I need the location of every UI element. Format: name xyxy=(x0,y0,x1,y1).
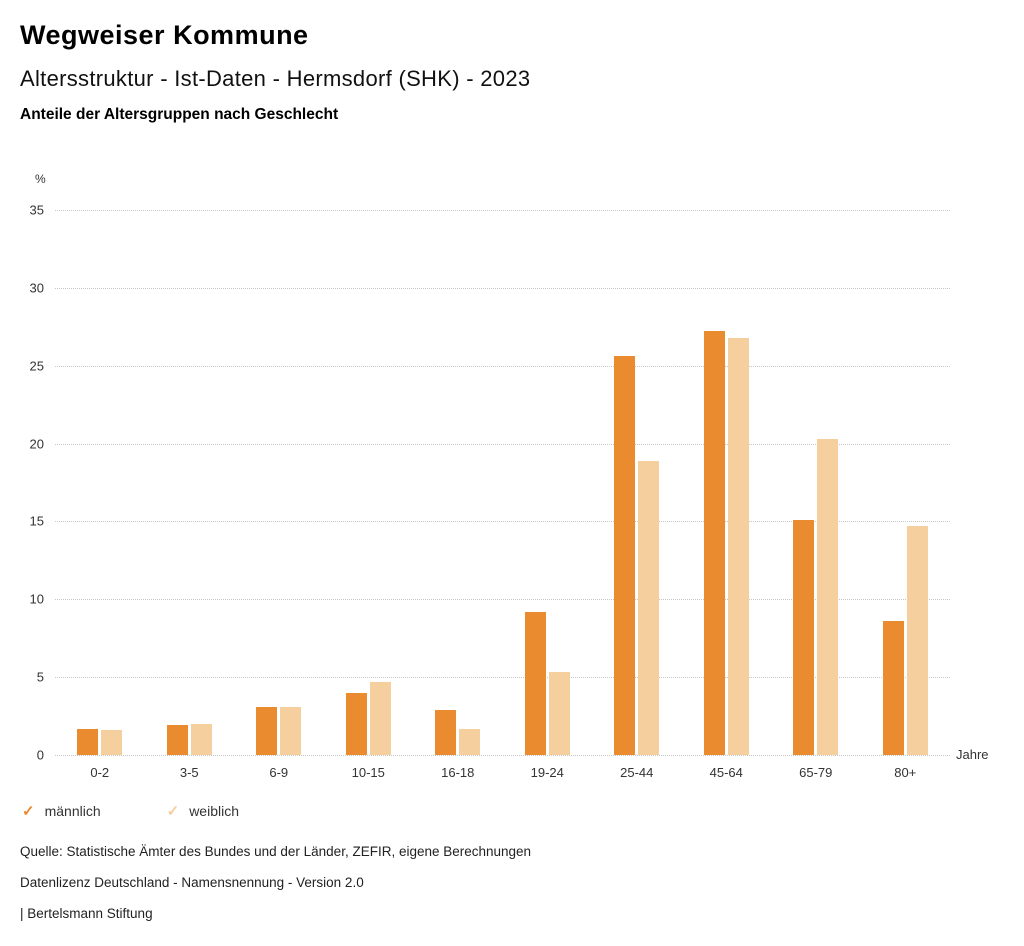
bar-weiblich[interactable] xyxy=(727,337,749,755)
chart-subtitle: Altersstruktur - Ist-Daten - Hermsdorf (… xyxy=(20,66,531,91)
bar-group xyxy=(55,210,145,755)
bar-group xyxy=(592,210,682,755)
bar-group xyxy=(145,210,235,755)
y-tick-label: 15 xyxy=(29,513,44,529)
x-tick-label: 10-15 xyxy=(351,765,385,780)
bar-groups xyxy=(55,210,950,755)
footer-license: Datenlizenz Deutschland - Namensnennung … xyxy=(20,875,364,890)
legend-item-männlich[interactable]: ✓ männlich xyxy=(22,803,101,819)
bar-männlich[interactable] xyxy=(77,728,99,755)
bar-weiblich[interactable] xyxy=(548,672,570,755)
legend-check-icon: ✓ xyxy=(22,802,35,820)
y-axis-unit-label: % xyxy=(35,172,46,186)
y-tick-label: 25 xyxy=(29,358,44,374)
bar-männlich[interactable] xyxy=(524,611,546,755)
y-tick-label: 20 xyxy=(29,436,44,452)
legend: ✓ männlich ✓ weiblich xyxy=(22,803,239,819)
y-tick-label: 0 xyxy=(36,747,44,763)
gridline xyxy=(55,677,950,679)
bar-group xyxy=(771,210,861,755)
legend-item-weiblich[interactable]: ✓ weiblich xyxy=(167,803,239,819)
y-axis: 0 5 10 15 20 25 30 35 xyxy=(0,203,44,763)
gridline xyxy=(55,210,950,211)
bar-männlich[interactable] xyxy=(793,519,815,755)
x-tick-label: 65-79 xyxy=(799,765,833,780)
x-tick-label: 16-18 xyxy=(441,765,475,780)
gridline xyxy=(55,443,950,445)
bar-group xyxy=(324,210,414,755)
bar-männlich[interactable] xyxy=(345,692,367,755)
bar-weiblich[interactable] xyxy=(906,526,928,755)
footer-brand: | Bertelsmann Stiftung xyxy=(20,906,153,921)
x-tick-label: 80+ xyxy=(894,765,917,780)
x-axis-unit-label: Jahre xyxy=(956,747,989,762)
legend-item-label: weiblich xyxy=(189,803,239,819)
x-tick-label: 0-2 xyxy=(90,765,110,780)
x-tick-label: 6-9 xyxy=(269,765,289,780)
bar-männlich[interactable] xyxy=(435,709,457,755)
bar-männlich[interactable] xyxy=(882,621,904,755)
legend-item-label: männlich xyxy=(44,803,101,819)
y-tick-label: 30 xyxy=(29,280,44,296)
x-tick-label: 45-64 xyxy=(709,765,743,780)
y-tick-label: 5 xyxy=(36,669,44,685)
gridline xyxy=(55,599,950,601)
bar-group xyxy=(234,210,324,755)
bar-group xyxy=(682,210,772,755)
x-tick-label: 19-24 xyxy=(530,765,564,780)
bar-männlich[interactable] xyxy=(256,706,278,755)
bar-weiblich[interactable] xyxy=(280,706,302,755)
bar-weiblich[interactable] xyxy=(190,723,212,755)
gridline xyxy=(55,287,950,289)
bar-männlich[interactable] xyxy=(614,356,636,755)
plot-area xyxy=(55,210,950,756)
bar-männlich[interactable] xyxy=(703,331,725,755)
x-tick-label: 3-5 xyxy=(179,765,199,780)
bar-weiblich[interactable] xyxy=(459,728,481,755)
bar-group xyxy=(503,210,593,755)
x-tick-label: 25-44 xyxy=(620,765,654,780)
bar-group xyxy=(861,210,951,755)
y-tick-label: 35 xyxy=(29,202,44,218)
footer-source: Quelle: Statistische Ämter des Bundes un… xyxy=(20,844,532,859)
x-axis: 0-2 3-5 6-9 10-15 16-18 19-24 25-44 45-64 65-79 8… xyxy=(55,765,950,780)
bar-weiblich[interactable] xyxy=(817,438,839,755)
legend-check-icon: ✓ xyxy=(166,802,180,820)
bar-weiblich[interactable] xyxy=(638,460,660,755)
page-title: Wegweiser Kommune xyxy=(20,20,309,50)
gridline xyxy=(55,365,950,367)
chart-subsubtitle: Anteile der Altersgruppen nach Geschlech… xyxy=(20,106,339,123)
gridline xyxy=(55,521,950,523)
gridline xyxy=(55,755,950,756)
y-tick-label: 10 xyxy=(29,591,44,607)
bar-weiblich[interactable] xyxy=(101,730,123,755)
bar-group xyxy=(413,210,503,755)
bar-weiblich[interactable] xyxy=(369,681,391,755)
bar-männlich[interactable] xyxy=(166,725,188,755)
